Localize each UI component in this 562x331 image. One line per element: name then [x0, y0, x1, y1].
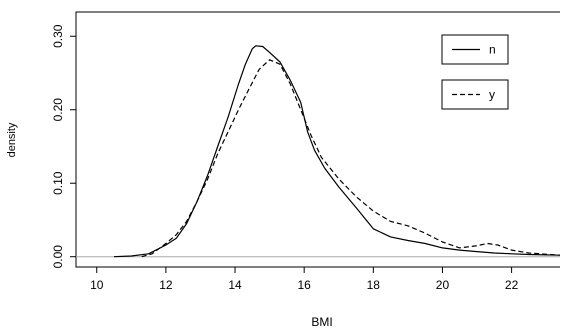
- y-axis: 0.00 0.10 0.20 0.30: [51, 24, 76, 268]
- y-tick-label: 0.20: [51, 98, 65, 122]
- legend: n y: [441, 34, 509, 110]
- x-tick-label: 12: [159, 278, 173, 292]
- plot-frame: [75, 11, 560, 268]
- series-line-n: [113, 45, 561, 258]
- series-line-y: [141, 59, 561, 258]
- x-tick-label: 18: [367, 278, 381, 292]
- x-tick-label: 20: [436, 278, 450, 292]
- x-tick-label: 16: [297, 278, 311, 292]
- x-axis: 10 12 14 16 18 20 22: [90, 267, 519, 292]
- legend-label-y: y: [489, 88, 495, 102]
- series-layer: [113, 45, 561, 258]
- x-tick-label: 10: [90, 278, 104, 292]
- y-tick-label: 0.30: [51, 24, 65, 48]
- y-tick-label: 0.00: [51, 245, 65, 269]
- y-axis-label: density: [6, 122, 18, 157]
- y-tick-label: 0.10: [51, 171, 65, 195]
- x-tick-label: 14: [228, 278, 242, 292]
- x-axis-label: BMI: [311, 315, 332, 329]
- legend-label-n: n: [489, 43, 496, 57]
- legend-box-y: [441, 79, 509, 110]
- x-tick-label: 22: [505, 278, 519, 292]
